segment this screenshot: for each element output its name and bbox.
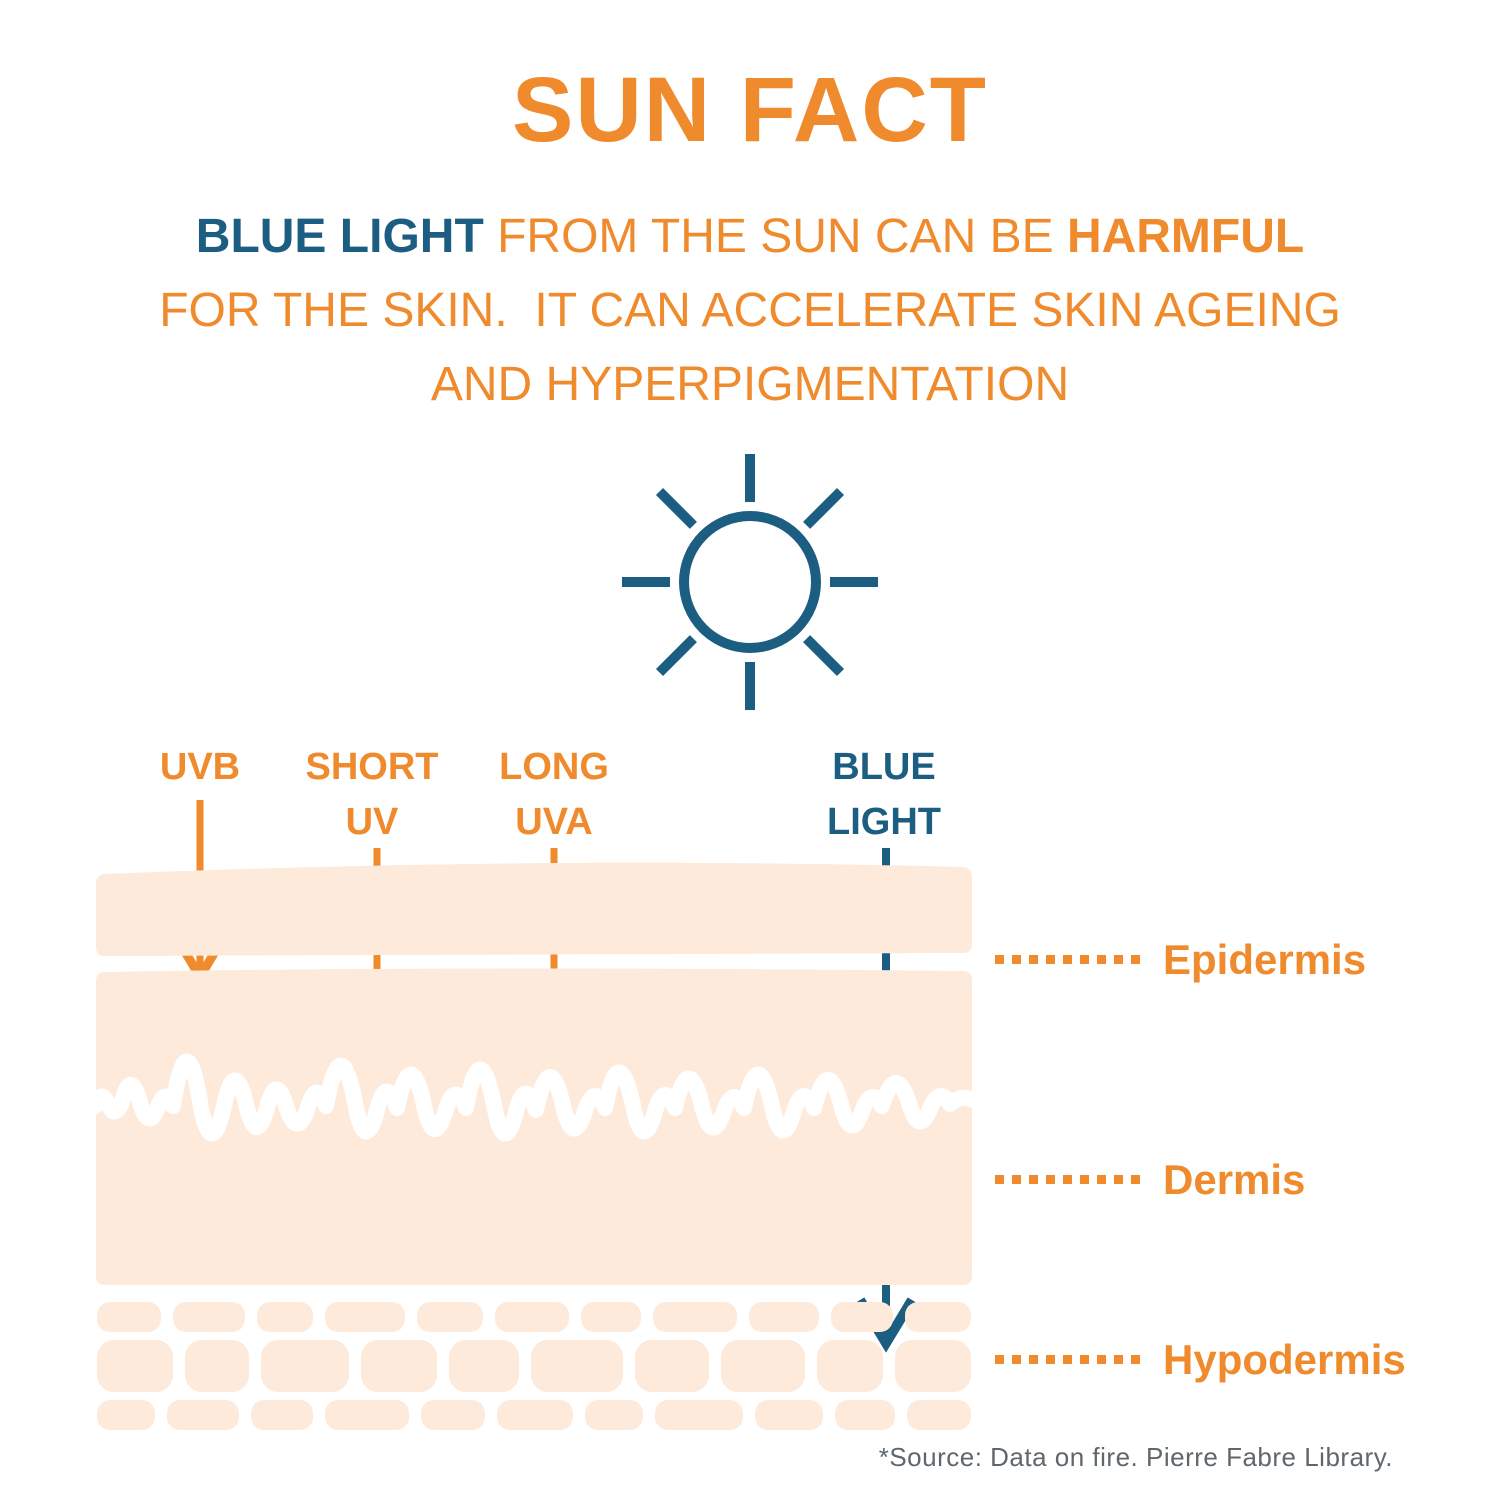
subtitle-line1-middle-text: FROM THE SUN CAN BE <box>483 210 1067 263</box>
page-title: SUN FACT <box>512 59 988 161</box>
subtitle: BLUE LIGHT FROM THE SUN CAN BE HARMFUL F… <box>0 200 1500 422</box>
layer-label-epidermis: Epidermis <box>1163 936 1367 983</box>
subtitle-harmful-text: HARMFUL <box>1066 210 1305 263</box>
ray-label-long-uva: LONG UVA <box>499 746 609 843</box>
dermal-junction-wave <box>95 1053 973 1142</box>
skin-cross-section-diagram <box>95 862 973 1430</box>
stratum-corneum-band <box>96 862 972 956</box>
layer-label-dermis: Dermis <box>1163 1156 1306 1203</box>
subtitle-blue-light-text: BLUE LIGHT <box>195 210 484 263</box>
subtitle-line1: BLUE LIGHT FROM THE SUN CAN BE HARMFUL <box>0 200 1500 274</box>
hypodermis-leader-line <box>995 1355 1145 1364</box>
subtitle-line2: FOR THE SKIN. IT CAN ACCELERATE SKIN AGE… <box>159 284 1341 337</box>
ray-label-short-uv: SHORT UV <box>305 746 439 843</box>
subtitle-line3: AND HYPERPIGMENTATION <box>430 358 1070 411</box>
ray-label-blue-light: BLUE LIGHT <box>827 746 941 843</box>
epidermis-leader-line <box>995 955 1145 964</box>
ray-label-uvb: UVB <box>159 746 241 788</box>
layer-label-hypodermis: Hypodermis <box>1163 1336 1406 1383</box>
dermis-leader-line <box>995 1175 1145 1184</box>
hypodermis-cells <box>97 1302 971 1430</box>
sun-icon <box>622 454 878 710</box>
epidermis-dermis-band <box>96 968 972 1285</box>
source-note: *Source: Data on fire. Pierre Fabre Libr… <box>878 1442 1393 1472</box>
